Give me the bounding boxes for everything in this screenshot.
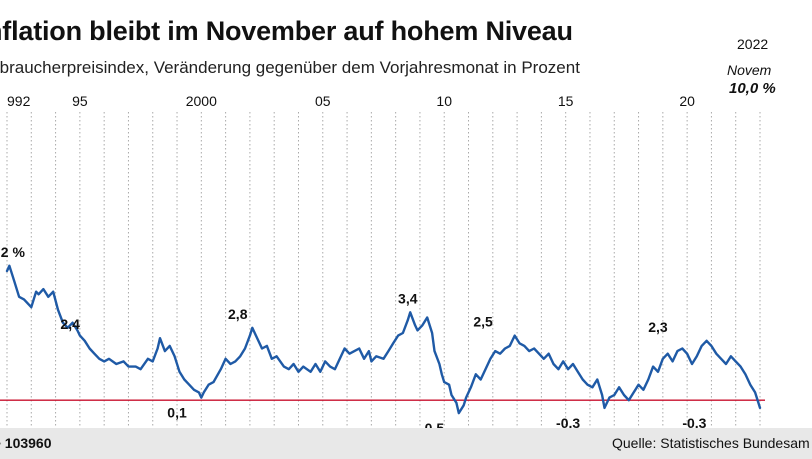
data-label-7: -0,3 bbox=[556, 415, 580, 428]
inflation-series-line bbox=[5, 264, 762, 415]
end-year-label: 2022 bbox=[737, 36, 769, 52]
data-label-3: 2,8 bbox=[228, 306, 248, 322]
source-credit: Quelle: Statistisches Bundesam bbox=[612, 435, 810, 451]
data-label-9: -0,3 bbox=[682, 415, 706, 428]
x-tick-label-2015: 15 bbox=[558, 93, 574, 109]
data-label-6: 2,5 bbox=[473, 314, 493, 330]
data-labels: 5,2 % 2,4 0,1 2,8 3,4 -0,5 2,5 -0,3 2,3 -0,3 bbox=[0, 244, 707, 428]
chart-grid bbox=[6, 112, 761, 426]
latest-month-label: Novem bbox=[727, 62, 772, 78]
agency-id: • 103960 bbox=[0, 435, 52, 451]
x-tick-label-2005: 05 bbox=[315, 93, 331, 109]
x-tick-label-1995: 95 bbox=[72, 93, 88, 109]
data-label-8: 2,3 bbox=[648, 319, 668, 335]
chart-title: nflation bleibt im November auf hohem Ni… bbox=[0, 16, 573, 46]
x-tick-label-1992: 992 bbox=[7, 93, 31, 109]
x-tick-labels: 992 95 2000 05 10 15 20 bbox=[7, 93, 695, 109]
footer-bar: • 103960 Quelle: Statistisches Bundesam bbox=[0, 428, 812, 459]
data-label-4: 3,4 bbox=[398, 290, 418, 306]
data-label-0: 5,2 % bbox=[0, 244, 25, 260]
series-group bbox=[5, 264, 762, 415]
data-label-5: -0,5 bbox=[420, 420, 444, 428]
latest-value-label: 10,0 % bbox=[729, 80, 776, 97]
data-label-2: 0,1 bbox=[167, 405, 187, 421]
data-label-1: 2,4 bbox=[60, 316, 80, 332]
x-tick-label-2010: 10 bbox=[436, 93, 452, 109]
x-tick-label-2020: 20 bbox=[679, 93, 695, 109]
inflation-line-chart: 992 95 2000 05 10 15 20 5,2 % 2,4 0,1 2,8 3,4 -0,5 2… bbox=[0, 93, 765, 428]
x-tick-label-2000: 2000 bbox=[186, 93, 217, 109]
chart-subtitle: rbraucherpreisindex, Veränderung gegenüb… bbox=[0, 58, 580, 77]
